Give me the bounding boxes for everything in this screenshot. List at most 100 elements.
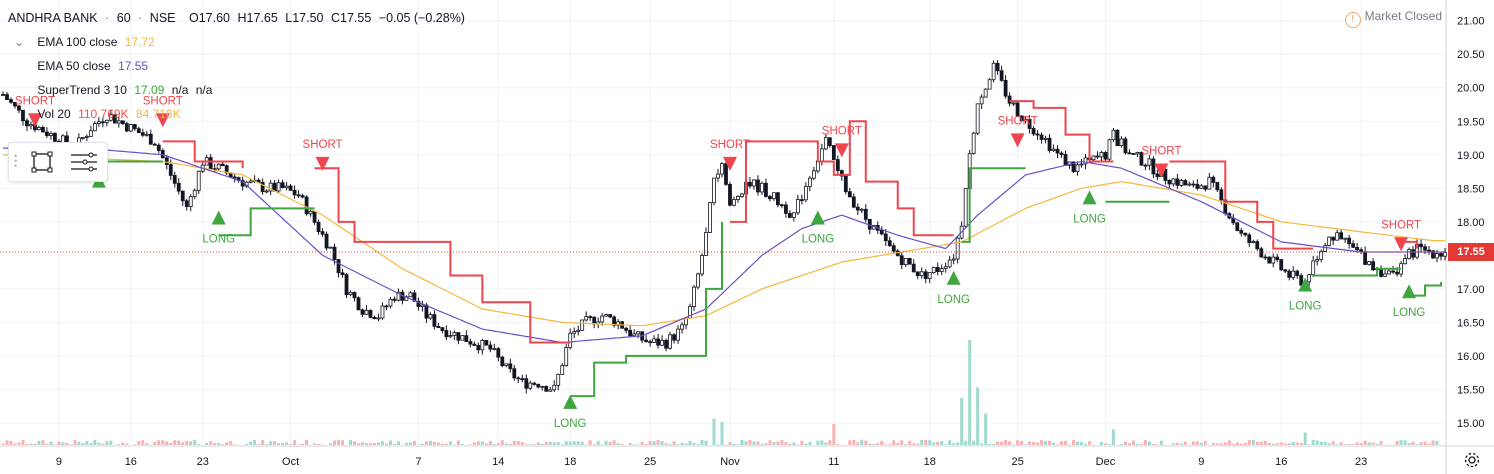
candle-body-up bbox=[1383, 273, 1387, 277]
price-tick-label: 16.00 bbox=[1457, 351, 1485, 363]
drag-handle-icon[interactable]: • • • bbox=[14, 151, 18, 171]
signal-long: LONG bbox=[554, 394, 587, 430]
candle bbox=[676, 325, 680, 344]
volume-bar bbox=[1087, 441, 1091, 445]
candle bbox=[408, 291, 413, 298]
candle bbox=[831, 145, 836, 160]
candle bbox=[1427, 245, 1431, 255]
candle bbox=[915, 271, 920, 280]
volume-bar bbox=[424, 441, 428, 445]
candle bbox=[41, 125, 45, 133]
candle-body-down bbox=[13, 101, 17, 107]
price-tick-label: 18.00 bbox=[1457, 217, 1485, 229]
volume-bar bbox=[1183, 441, 1187, 445]
candle-body-down bbox=[851, 196, 856, 208]
volume-bar bbox=[1020, 440, 1024, 445]
candle-body-down bbox=[911, 263, 916, 273]
candle bbox=[360, 308, 365, 317]
supertrend-value2: n/a bbox=[171, 83, 189, 97]
time-tick-label: Nov bbox=[720, 456, 740, 468]
rectangle-tool-icon[interactable] bbox=[29, 149, 55, 175]
candle bbox=[1351, 240, 1356, 248]
volume-bar bbox=[209, 441, 213, 445]
collapse-arrow-icon[interactable]: ⌄ bbox=[14, 35, 25, 49]
volume-bar bbox=[488, 440, 492, 445]
candle-body-down bbox=[899, 255, 904, 265]
price-tick-label: 20.00 bbox=[1457, 83, 1485, 95]
candle bbox=[1091, 155, 1096, 162]
candle-body-up bbox=[680, 324, 684, 330]
volume-bar bbox=[472, 442, 476, 445]
candle bbox=[296, 190, 301, 198]
candle-body-up bbox=[460, 335, 465, 341]
candle-body-up bbox=[96, 121, 101, 124]
candle bbox=[1035, 130, 1040, 141]
candle bbox=[720, 162, 724, 178]
settings-gear-icon[interactable] bbox=[1462, 450, 1482, 470]
legend-ema50[interactable]: EMA 50 close 17.55 bbox=[14, 54, 475, 78]
candle-body-down bbox=[168, 164, 173, 176]
volume-bar bbox=[512, 440, 516, 445]
volume-bar bbox=[1052, 442, 1056, 445]
candle bbox=[268, 179, 273, 196]
volume-bar bbox=[165, 441, 169, 445]
volume-bar bbox=[364, 443, 368, 445]
candle bbox=[788, 210, 792, 219]
candle bbox=[1343, 237, 1348, 243]
volume-bar bbox=[1239, 443, 1243, 445]
candle bbox=[17, 105, 21, 114]
candle-body-down bbox=[544, 385, 549, 392]
candle-body-down bbox=[172, 174, 177, 184]
symbol-name[interactable]: ANDHRA BANK bbox=[8, 11, 98, 25]
legend-volume[interactable]: Vol 20 110.769K 84.716K bbox=[14, 102, 475, 126]
last-price-label: 17.55 bbox=[1448, 242, 1494, 261]
candle-body-up bbox=[760, 182, 764, 193]
drawing-toolbox[interactable]: • • • bbox=[8, 142, 108, 182]
volume-bar bbox=[17, 442, 21, 445]
volume-bar bbox=[876, 443, 880, 445]
volume-bar bbox=[109, 440, 113, 445]
candle bbox=[1327, 236, 1332, 247]
candle bbox=[1031, 125, 1036, 136]
candle bbox=[847, 187, 852, 198]
volume-bar bbox=[1215, 443, 1219, 445]
candle-body-up bbox=[947, 259, 952, 268]
candle bbox=[1431, 249, 1435, 259]
candle bbox=[656, 333, 660, 349]
candle bbox=[1235, 221, 1240, 232]
volume-bar bbox=[948, 440, 952, 445]
candle-body-up bbox=[1147, 158, 1152, 166]
candle-body-up bbox=[104, 119, 109, 123]
volume-bar bbox=[29, 443, 33, 445]
interval[interactable]: 60 bbox=[116, 11, 131, 25]
volume-bar bbox=[285, 442, 289, 445]
candle-body-up bbox=[1079, 163, 1084, 166]
candle bbox=[1339, 229, 1344, 240]
volume-bar bbox=[293, 440, 297, 445]
volume-bar bbox=[1080, 442, 1083, 445]
candle bbox=[324, 231, 329, 251]
candle-body-down bbox=[1351, 243, 1356, 248]
volume-bar bbox=[1359, 442, 1363, 445]
market-status[interactable]: ! Market Closed bbox=[1344, 9, 1442, 28]
candle bbox=[452, 330, 457, 341]
signal-short: SHORT bbox=[303, 139, 343, 171]
candle bbox=[652, 335, 656, 343]
candle-body-up bbox=[971, 132, 976, 155]
supertrend-lines bbox=[66, 100, 1442, 398]
legend-ema100[interactable]: ⌄ EMA 100 close 17.72 bbox=[14, 30, 475, 54]
candle bbox=[84, 134, 89, 142]
candle bbox=[480, 338, 485, 355]
text-lines-tool-icon[interactable] bbox=[69, 149, 97, 175]
volume-bar bbox=[732, 443, 736, 445]
volume-bar bbox=[576, 441, 580, 445]
candle bbox=[1043, 135, 1048, 144]
volume-bar bbox=[976, 387, 980, 445]
legend-supertrend[interactable]: SuperTrend 3 10 17.09 n/a n/a bbox=[14, 78, 475, 102]
volume-bar bbox=[704, 440, 708, 445]
candle bbox=[560, 363, 565, 375]
high-value: H17.65 bbox=[237, 11, 278, 25]
candle bbox=[312, 210, 317, 225]
